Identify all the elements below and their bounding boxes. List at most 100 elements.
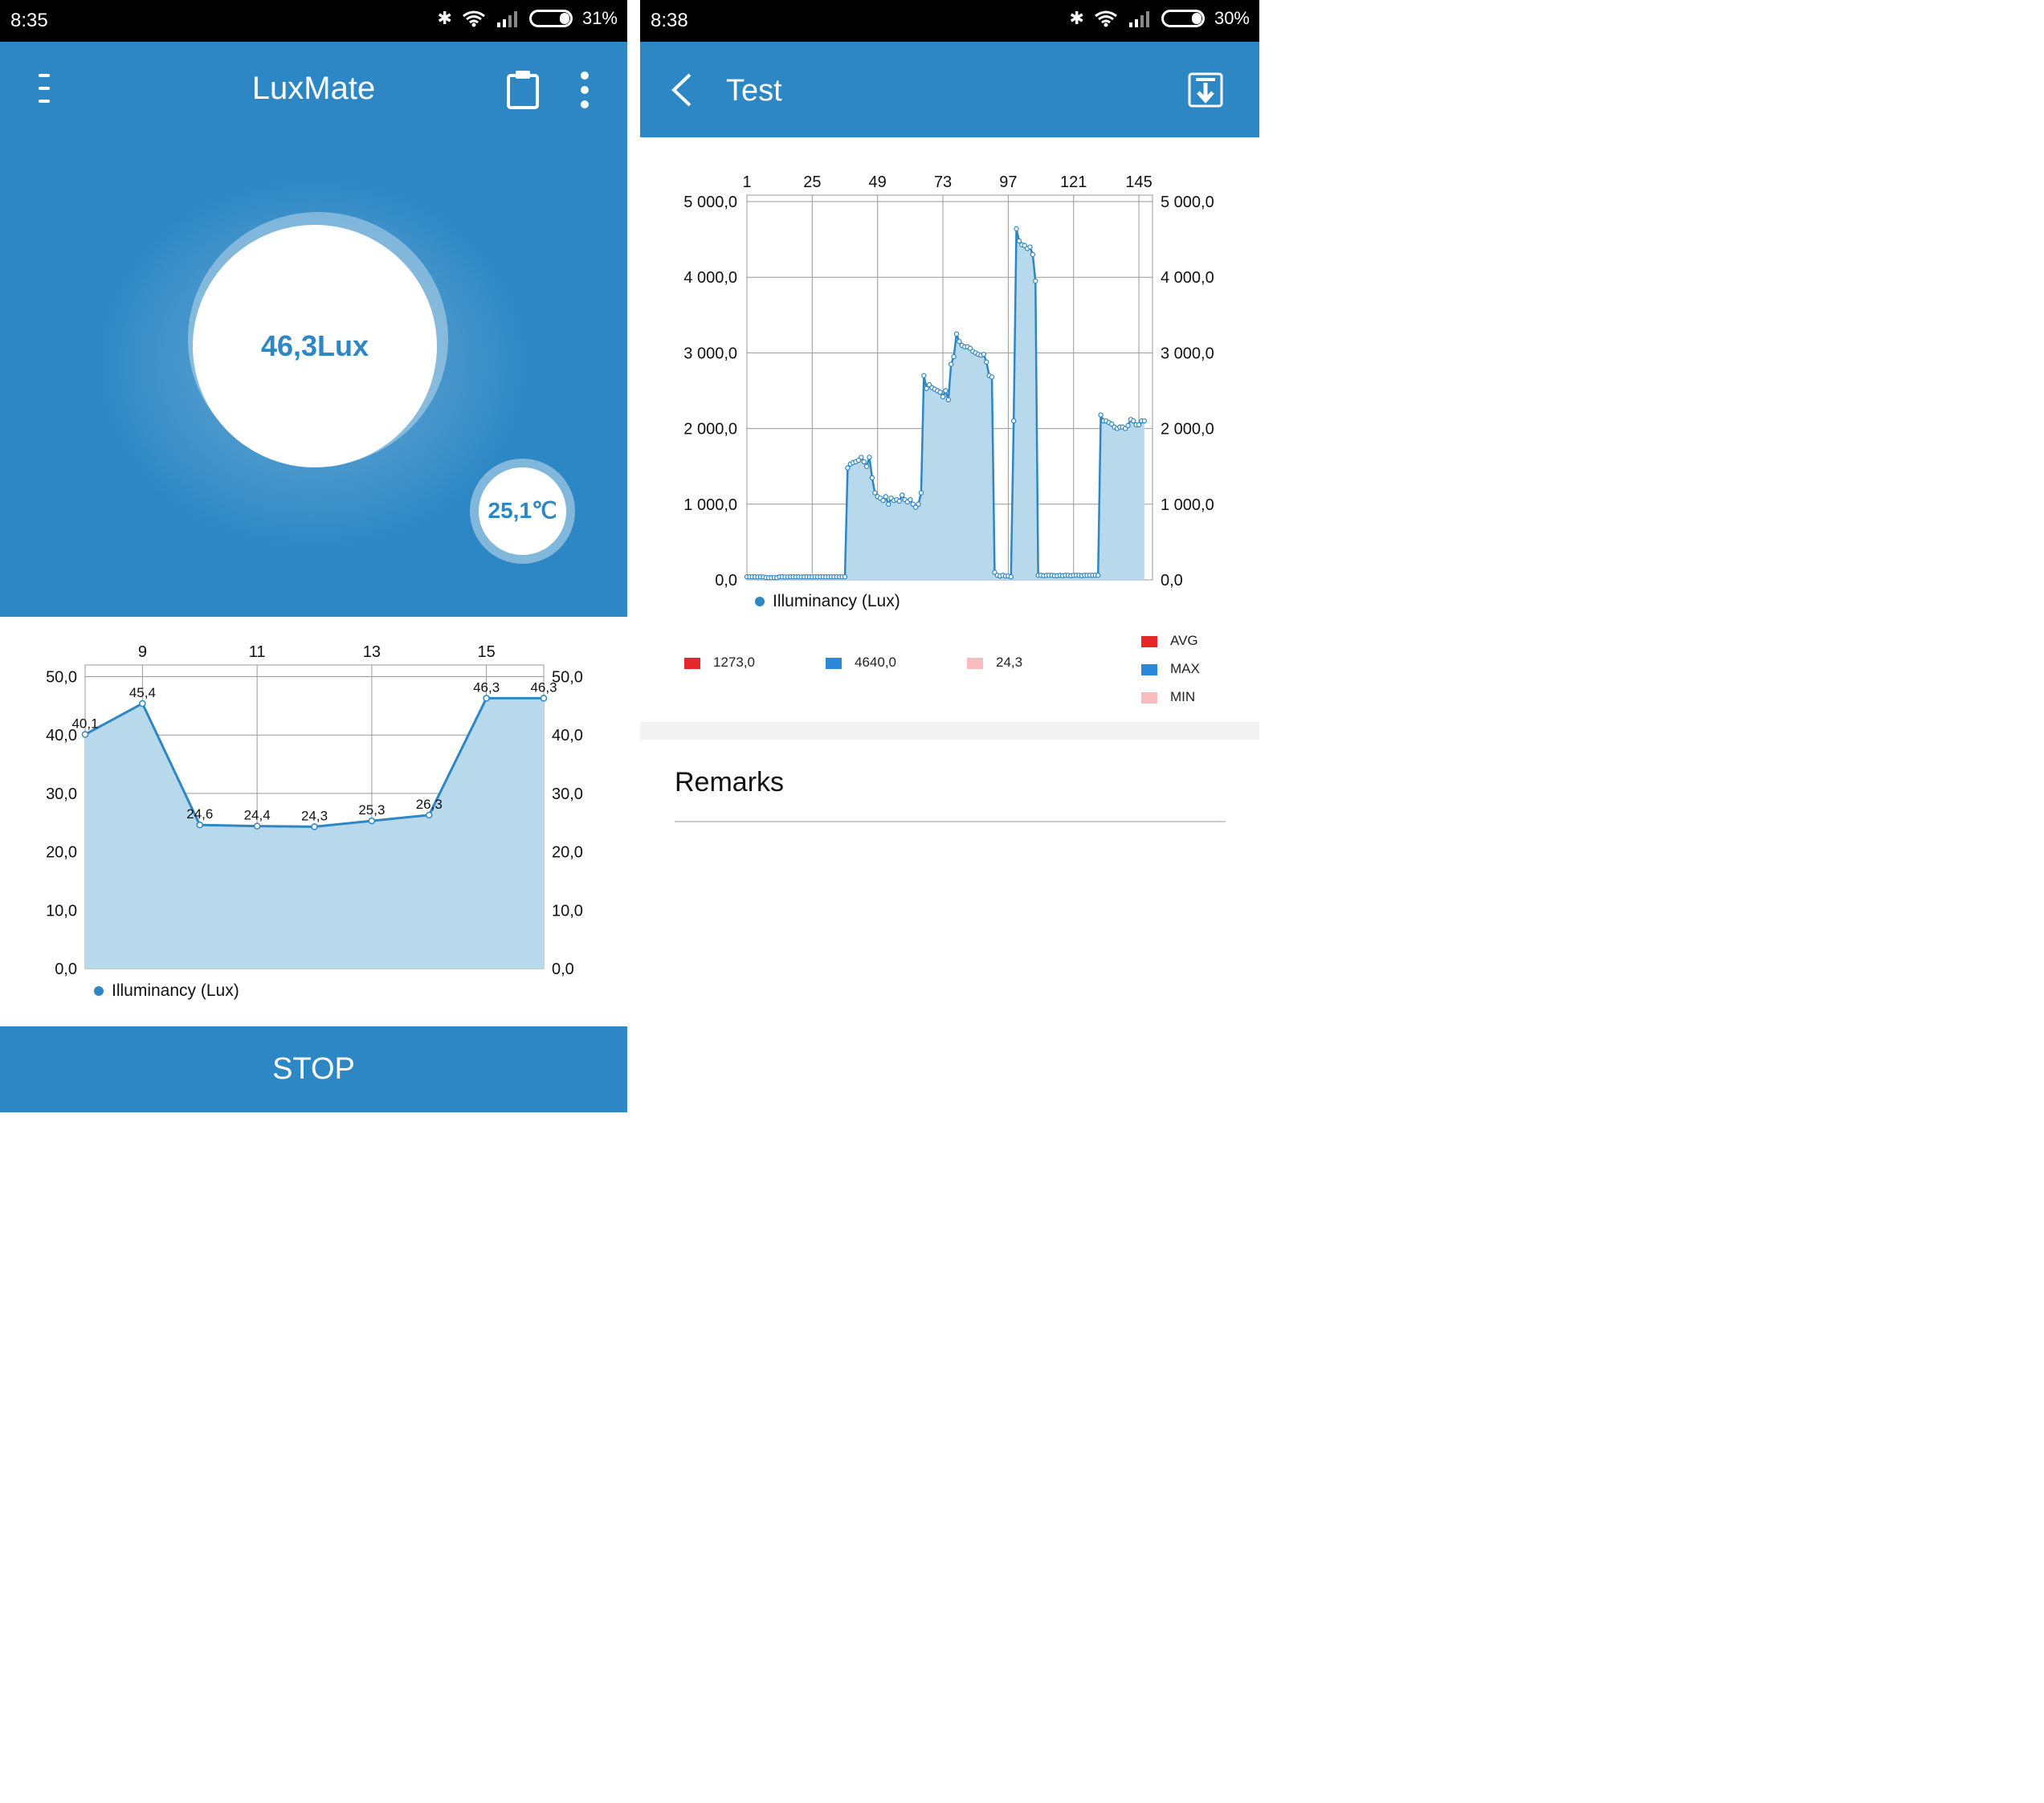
x-tick-label: 13 (363, 643, 381, 661)
data-point (908, 496, 913, 503)
x-tick-label: 15 (478, 643, 496, 661)
clipboard-icon[interactable] (504, 69, 541, 109)
data-label: 40,1 (71, 716, 98, 732)
chart-legend: Illuminancy (Lux) (94, 981, 239, 1001)
history-chart: 0,0 0,0 1 000,0 1 000,0 2 000,0 2 000,0 3 000,… (683, 173, 1214, 589)
data-point (139, 700, 146, 708)
legend-min: MIN (1141, 683, 1200, 711)
max-legend-swatch (1141, 663, 1157, 675)
data-label: 46,3 (530, 679, 557, 695)
data-point (945, 397, 952, 403)
menu-icon[interactable] (37, 74, 53, 106)
data-point (1016, 238, 1022, 244)
data-point (926, 381, 932, 388)
status-time: 8:35 (10, 10, 48, 31)
section-divider (640, 722, 1259, 740)
stop-button[interactable]: STOP (0, 1026, 627, 1112)
y-tick-label-right: 2 000,0 (1161, 421, 1214, 439)
x-tick-label: 73 (934, 173, 952, 191)
x-tick-label: 121 (1060, 173, 1087, 191)
data-label: 46,3 (473, 679, 500, 695)
status-bar: 8:35 ✱ 31% (0, 0, 627, 42)
data-point (1022, 243, 1027, 248)
y-tick-label-right: 3 000,0 (1161, 345, 1214, 362)
y-tick-label-right: 40,0 (552, 727, 583, 744)
max-label: MAX (1170, 661, 1200, 676)
y-tick-label-right: 10,0 (552, 902, 583, 920)
legend-label: Illuminancy (Lux) (112, 981, 239, 1000)
data-label: 24,4 (244, 808, 271, 823)
data-point (899, 492, 905, 498)
data-point (967, 345, 973, 351)
y-tick-label: 40,0 (46, 727, 77, 744)
min-swatch (967, 657, 983, 669)
avg-value: 1273,0 (684, 655, 755, 671)
series-area (747, 228, 1144, 580)
data-point (1014, 226, 1019, 232)
avg-swatch (684, 657, 700, 669)
max-value-text: 4640,0 (855, 655, 896, 670)
data-point (992, 569, 998, 575)
data-point (886, 501, 891, 507)
y-tick-label-right: 5 000,0 (1161, 194, 1214, 211)
data-point (921, 373, 927, 378)
data-point (1030, 251, 1036, 258)
min-label: MIN (1170, 689, 1196, 704)
data-point (1125, 422, 1131, 429)
more-options-icon[interactable] (577, 71, 593, 109)
data-point (918, 490, 924, 496)
legend-max: MAX (1141, 655, 1200, 683)
data-point (880, 497, 886, 504)
status-bar: 8:38 ✱ 30% (640, 0, 1259, 42)
avg-legend-swatch (1141, 635, 1157, 647)
min-legend-swatch (1141, 691, 1157, 704)
data-point (953, 331, 960, 337)
y-tick-label: 50,0 (46, 669, 77, 687)
bluetooth-icon: ✱ (1069, 8, 1084, 28)
x-tick-label: 49 (869, 173, 887, 191)
legend-avg: AVG (1141, 626, 1200, 655)
min-value: 24,3 (967, 655, 1022, 671)
y-tick-label-right: 20,0 (552, 844, 583, 862)
data-point (951, 353, 957, 360)
data-point (1131, 418, 1136, 424)
x-tick-label: 97 (999, 173, 1017, 191)
data-point (368, 817, 376, 825)
data-point (311, 823, 318, 830)
min-value-text: 24,3 (996, 655, 1023, 670)
x-tick-label: 25 (803, 173, 821, 191)
download-icon[interactable] (1188, 72, 1223, 108)
x-tick-label: 145 (1125, 173, 1152, 191)
battery-icon (1161, 10, 1205, 27)
data-point (253, 822, 261, 830)
status-icons: ✱ 31% (438, 8, 618, 29)
y-tick-label: 30,0 (46, 785, 77, 803)
remarks-field[interactable] (675, 821, 1226, 822)
back-arrow-icon[interactable] (669, 72, 693, 108)
live-chart: 0,0 0,0 10,0 10,0 20,0 20,0 30,0 30,0 40,0 40,0 50… (46, 643, 583, 978)
data-point (940, 394, 946, 400)
data-label: 45,4 (129, 685, 156, 700)
data-point (1033, 278, 1038, 284)
avg-label: AVG (1170, 633, 1198, 648)
screen-title: Test (726, 74, 782, 108)
battery-icon (528, 10, 573, 27)
chart-legend: Illuminancy (Lux) (755, 592, 900, 611)
y-tick-label-right: 30,0 (552, 785, 583, 803)
legend-dot (94, 986, 104, 997)
battery-percent: 31% (581, 8, 618, 28)
hero-panel: LuxMate 46,3Lux 25,1℃ (0, 42, 627, 617)
data-label: 25,3 (358, 802, 385, 818)
data-point (842, 574, 848, 580)
data-point (1122, 426, 1128, 431)
y-tick-label-right: 50,0 (552, 669, 583, 687)
data-point (1008, 574, 1014, 580)
app-title: LuxMate (251, 71, 376, 106)
y-tick-label: 3 000,0 (683, 345, 737, 362)
data-point (989, 374, 995, 380)
data-point (916, 501, 921, 507)
data-point (924, 385, 929, 391)
legend-dot (755, 597, 765, 607)
data-point (937, 390, 943, 395)
y-tick-label-right: 0,0 (1161, 572, 1183, 589)
